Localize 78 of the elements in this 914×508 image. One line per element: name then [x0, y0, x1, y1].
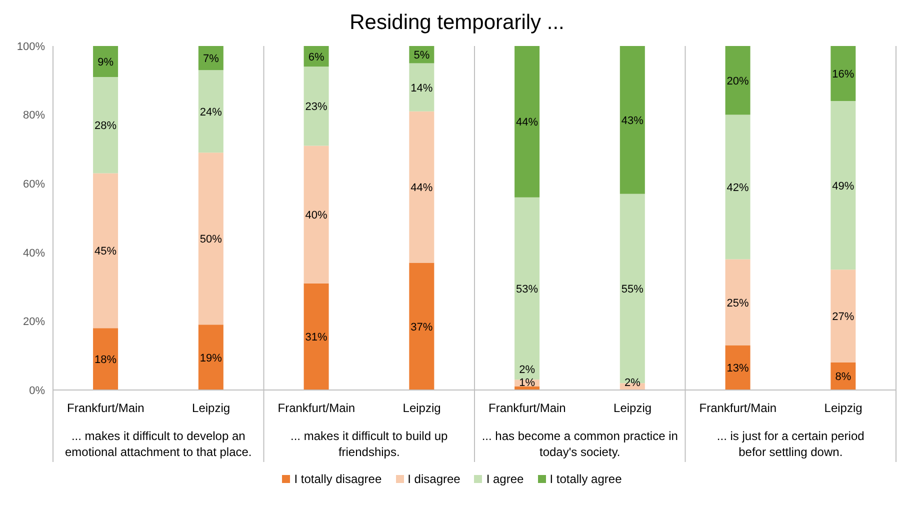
data-label: 2% — [519, 364, 536, 376]
data-label: 42% — [726, 182, 750, 194]
text: ... makes it difficult to develop an emotional attachment to that place. — [64, 429, 252, 459]
y-tick-label: 20% — [22, 316, 46, 328]
bar — [830, 270, 856, 362]
bar — [725, 259, 750, 346]
legend-label: I disagree — [406, 472, 460, 486]
bar — [304, 283, 329, 390]
data-label: 2% — [624, 377, 641, 390]
x-tick-label: Frankfurt/Main — [278, 401, 356, 415]
y-tick-label: 100% — [16, 40, 46, 53]
bar — [198, 70, 224, 153]
text: ... is just for a certain period befor settling down. — [716, 429, 864, 459]
chart-title: Residing temporarily ... — [348, 10, 566, 36]
data-label: 44% — [516, 116, 538, 129]
bar — [409, 262, 434, 390]
x-tick-label: Leipzig — [402, 401, 441, 415]
data-label: 9% — [98, 56, 114, 68]
data-label: 28% — [94, 120, 117, 132]
data-label: 31% — [305, 332, 328, 344]
data-label: 8% — [835, 371, 852, 384]
data-label: 23% — [305, 101, 328, 114]
bar — [725, 46, 750, 115]
bar — [514, 197, 540, 380]
bar — [93, 173, 118, 328]
bar — [304, 146, 329, 284]
data-label: 49% — [832, 180, 854, 192]
data-label: 1% — [519, 377, 536, 390]
data-label: 45% — [94, 246, 117, 258]
x-tick-label: Leipzig — [824, 401, 862, 415]
x-tick-label: Leipzig — [614, 401, 652, 415]
data-label: 27% — [832, 311, 854, 324]
bar — [725, 114, 750, 260]
legend-label: I totally agree — [548, 472, 622, 486]
text: ... makes it difficult to build up friendships. — [290, 429, 448, 459]
y-tick-label: 60% — [22, 178, 46, 191]
data-label: 20% — [726, 75, 750, 88]
y-tick-label: 80% — [22, 110, 46, 122]
bar — [93, 46, 118, 77]
data-label: 24% — [200, 106, 222, 118]
data-label: 50% — [200, 234, 222, 246]
bar — [830, 46, 856, 102]
data-label: 19% — [200, 352, 222, 364]
bar — [725, 345, 750, 390]
data-label: 43% — [621, 114, 644, 127]
bar — [93, 328, 118, 390]
data-label: 14% — [410, 82, 433, 94]
legend-label: I agree — [485, 472, 524, 486]
data-label: 37% — [410, 321, 433, 334]
data-label: 7% — [202, 53, 220, 66]
bar — [198, 324, 224, 390]
bar — [514, 46, 540, 198]
data-label: 53% — [516, 284, 538, 296]
legend-label: I totally disagree — [293, 472, 382, 486]
data-label: 44% — [410, 182, 433, 194]
data-label: 25% — [726, 297, 750, 310]
data-label: 40% — [305, 210, 328, 222]
bar — [830, 101, 856, 270]
bar — [409, 63, 434, 112]
data-label: 5% — [414, 50, 430, 62]
data-label: 16% — [832, 68, 854, 81]
x-tick-label: Frankfurt/Main — [67, 401, 144, 415]
text: ... has become a common practice in today's society. — [482, 429, 678, 459]
data-label: 18% — [94, 354, 117, 366]
data-label: 55% — [621, 284, 644, 296]
data-label: 6% — [308, 51, 324, 64]
y-tick-label: 40% — [22, 247, 46, 260]
data-label: 13% — [726, 362, 750, 375]
x-tick-label: Leipzig — [192, 401, 230, 415]
bar — [620, 46, 645, 194]
bar — [304, 66, 329, 146]
bar — [198, 152, 224, 325]
bar — [409, 111, 434, 263]
bar — [93, 76, 118, 174]
x-tick-label: Frankfurt/Main — [699, 401, 777, 415]
x-tick-label: Frankfurt/Main — [488, 401, 566, 415]
y-tick-label: 0% — [29, 384, 46, 397]
bar — [198, 46, 224, 70]
